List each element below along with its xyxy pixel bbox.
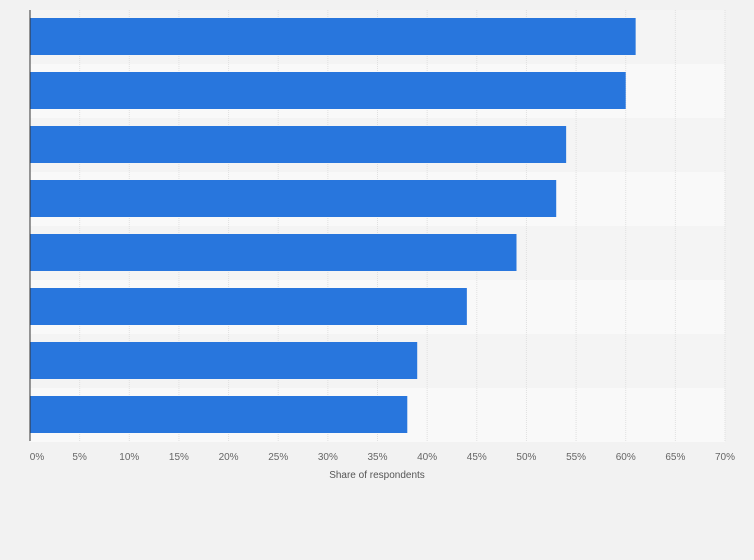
bar[interactable]: [30, 234, 517, 271]
x-tick-label: 55%: [566, 452, 586, 463]
x-tick-label: 35%: [367, 452, 387, 463]
x-tick-label: 0%: [30, 452, 45, 463]
x-tick-label: 5%: [72, 452, 87, 463]
bar[interactable]: [30, 180, 557, 217]
x-axis-label: Share of respondents: [329, 470, 425, 481]
bar[interactable]: [30, 18, 636, 55]
x-tick-label: 45%: [467, 452, 487, 463]
x-tick-label: 25%: [268, 452, 288, 463]
bar[interactable]: [30, 288, 467, 325]
x-tick-label: 65%: [665, 452, 685, 463]
x-tick-label: 15%: [169, 452, 189, 463]
x-tick-label: 50%: [516, 452, 536, 463]
bar[interactable]: [30, 396, 408, 433]
x-tick-label: 20%: [219, 452, 239, 463]
x-tick-label: 70%: [715, 452, 735, 463]
bar[interactable]: [30, 126, 567, 163]
bar[interactable]: [30, 342, 418, 379]
bar[interactable]: [30, 72, 626, 109]
x-tick-label: 10%: [119, 452, 139, 463]
x-tick-label: 60%: [616, 452, 636, 463]
x-tick-label: 30%: [318, 452, 338, 463]
x-tick-label: 40%: [417, 452, 437, 463]
